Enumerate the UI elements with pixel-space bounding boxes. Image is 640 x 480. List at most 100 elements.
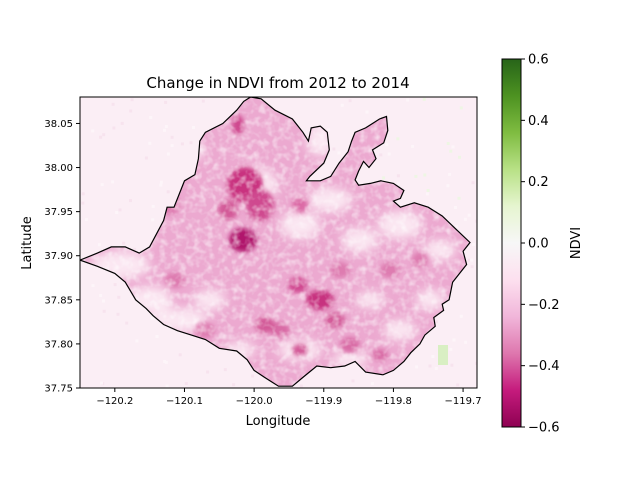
speckle-pixel (472, 243, 476, 246)
colorbar-tick-label: −0.6 (528, 421, 560, 436)
colorbar-label: NDVI (569, 227, 584, 259)
speckle-pixel (151, 218, 155, 222)
speckle-pixel (125, 321, 129, 325)
speckle-pixel (165, 384, 169, 388)
speckle-pixel (112, 126, 116, 130)
speckle-pixel (467, 213, 471, 217)
speckle-pixel (201, 99, 205, 103)
y-tick-label: 37.75 (44, 384, 73, 395)
colorbar-ticks: −0.6 −0.4 −0.2 0.0 0.2 0.4 0.6 (521, 53, 560, 436)
speckle-pixel (163, 359, 167, 363)
speckle-pixel (451, 145, 455, 149)
speckle-pixel (455, 225, 459, 229)
speckle-pixel (467, 258, 471, 262)
speckle-pixel (434, 367, 438, 370)
speckle-pixel (148, 141, 152, 145)
speckle-pixel (428, 364, 432, 368)
speckle-pixel (223, 368, 227, 372)
colorbar: −0.6 −0.4 −0.2 0.0 0.2 0.4 0.6 NDVI (501, 53, 584, 436)
speckle-pixel (456, 383, 460, 387)
speckle-pixel (340, 103, 344, 107)
speckle-pixel (452, 338, 456, 342)
y-tick-label: 37.85 (44, 295, 73, 306)
speckle-pixel (385, 143, 389, 147)
speckle-pixel (332, 147, 336, 151)
colorbar-tick-label: −0.4 (528, 359, 560, 374)
speckle-pixel (382, 176, 386, 180)
speckle-pixel (449, 149, 453, 153)
speckle-pixel (116, 312, 120, 316)
speckle-pixel (81, 201, 85, 205)
speckle-pixel (387, 152, 391, 156)
colorbar-gradient (501, 58, 522, 428)
speckle-pixel (457, 196, 461, 200)
speckle-pixel (426, 189, 430, 192)
speckle-pixel (411, 144, 415, 148)
speckle-pixel (111, 180, 115, 184)
speckle-pixel (370, 382, 374, 386)
speckle-pixel (450, 363, 454, 367)
speckle-pixel (459, 314, 463, 318)
speckle-pixel (459, 106, 463, 110)
speckle-pixel (120, 121, 124, 125)
speckle-pixel (329, 171, 333, 174)
speckle-pixel (81, 192, 85, 196)
speckle-pixel (415, 365, 419, 369)
x-tick-label: −119.7 (445, 396, 482, 407)
y-tick-label: 38.05 (44, 119, 73, 130)
speckle-pixel (113, 283, 117, 287)
speckle-pixel (102, 299, 105, 303)
speckle-pixel (111, 102, 115, 106)
speckle-pixel (178, 353, 182, 357)
speckle-pixel (464, 340, 468, 344)
speckle-pixel (170, 144, 174, 148)
speckle-pixel (396, 137, 400, 141)
speckle-pixel (475, 219, 477, 223)
speckle-pixel (150, 316, 154, 320)
speckle-pixel (151, 204, 155, 208)
speckle-pixel (164, 125, 168, 128)
speckle-pixel (166, 152, 170, 156)
colorbar-tick-label: 0.6 (528, 53, 549, 68)
speckle-pixel (454, 206, 457, 209)
speckle-pixel (133, 247, 137, 251)
speckle-pixel (414, 174, 418, 178)
speckle-pixel (431, 355, 435, 358)
speckle-pixel (180, 142, 184, 146)
speckle-pixel (91, 129, 95, 133)
speckle-pixel (91, 284, 95, 288)
speckle-pixel (251, 374, 255, 378)
x-tick-label: −119.8 (375, 396, 412, 407)
y-axis-ticks: 37.75 37.80 37.85 37.90 37.95 38.00 38.05 (44, 119, 80, 395)
speckle-pixel (406, 98, 410, 102)
speckle-pixel (159, 183, 163, 187)
speckle-pixel (471, 181, 475, 185)
speckle-pixel (149, 116, 153, 119)
speckle-pixel (438, 345, 448, 365)
speckle-pixel (337, 151, 341, 155)
speckle-pixel (434, 320, 438, 324)
speckle-pixel (475, 361, 477, 365)
speckle-pixel (129, 109, 133, 113)
y-tick-label: 37.80 (44, 339, 73, 350)
speckle-pixel (84, 218, 88, 222)
speckle-pixel (163, 128, 166, 132)
speckle-pixel (122, 241, 126, 245)
region-boundary (80, 97, 471, 387)
x-tick-label: −119.9 (305, 396, 342, 407)
colorbar-tick-label: 0.0 (528, 237, 549, 252)
speckle-pixel (129, 199, 132, 203)
speckle-pixel (184, 382, 188, 385)
speckle-pixel (100, 381, 104, 385)
speckle-pixel (99, 135, 103, 139)
speckle-pixel (100, 183, 104, 187)
speckle-pixel (443, 303, 447, 307)
speckle-pixel (170, 135, 174, 139)
speckle-pixel (458, 155, 461, 159)
y-tick-label: 37.95 (44, 207, 73, 218)
speckle-pixel (206, 370, 210, 374)
speckle-pixel (166, 190, 170, 194)
ndvi-map (80, 97, 477, 388)
speckle-pixel (155, 335, 159, 338)
y-tick-label: 37.90 (44, 251, 73, 262)
